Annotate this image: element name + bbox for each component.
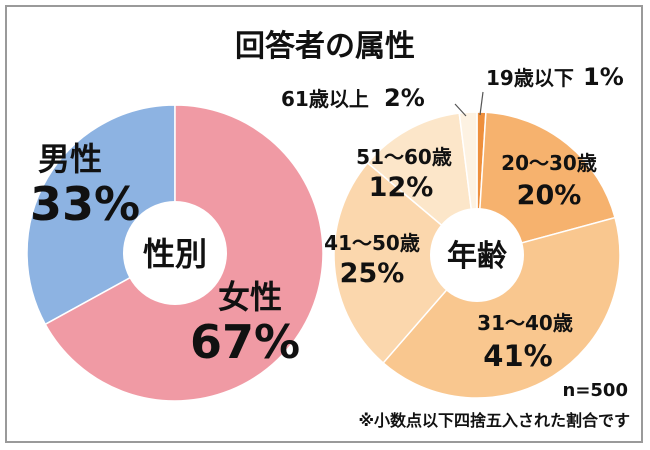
age-61-value: 2% [384, 84, 425, 112]
age-31-40-value: 41% [483, 339, 552, 373]
gender-female-label: 女性 [218, 278, 282, 316]
age-19-value: 1% [583, 63, 624, 91]
age-center-hole [430, 208, 524, 302]
age-31-40-label: 31～40歳 [477, 311, 573, 335]
age-51-60-value: 12% [369, 172, 434, 203]
age-20-30-label: 20～30歳 [501, 151, 597, 175]
age-61-label: 61歳以上 [281, 87, 369, 111]
chart-title: 回答者の属性 [235, 29, 415, 64]
leader-line-61 [454, 103, 467, 117]
gender-male-value: 33% [30, 177, 140, 231]
pie2-slice-2 [382, 216, 621, 399]
gender-male-label: 男性 [38, 140, 102, 178]
age-41-50-label: 41～50歳 [324, 231, 420, 255]
sample-size-note: n=500 [563, 380, 628, 401]
pie2-slice-1 [476, 111, 616, 256]
gender-center-hole [123, 201, 227, 305]
age-pie [333, 111, 621, 399]
age-19-label: 19歳以下 [486, 66, 574, 90]
age-41-50-value: 25% [340, 258, 405, 289]
age-51-60-label: 51～60歳 [356, 145, 452, 169]
age-center-label: 年齢 [447, 239, 507, 274]
gender-female-value: 67% [190, 315, 300, 369]
pie2-slice-3 [333, 161, 479, 364]
rounding-note: ※小数点以下四捨五入された割合です [358, 411, 630, 430]
gender-center-label: 性別 [143, 235, 207, 273]
leader-line-19 [479, 91, 484, 116]
age-20-30-value: 20% [517, 180, 582, 211]
